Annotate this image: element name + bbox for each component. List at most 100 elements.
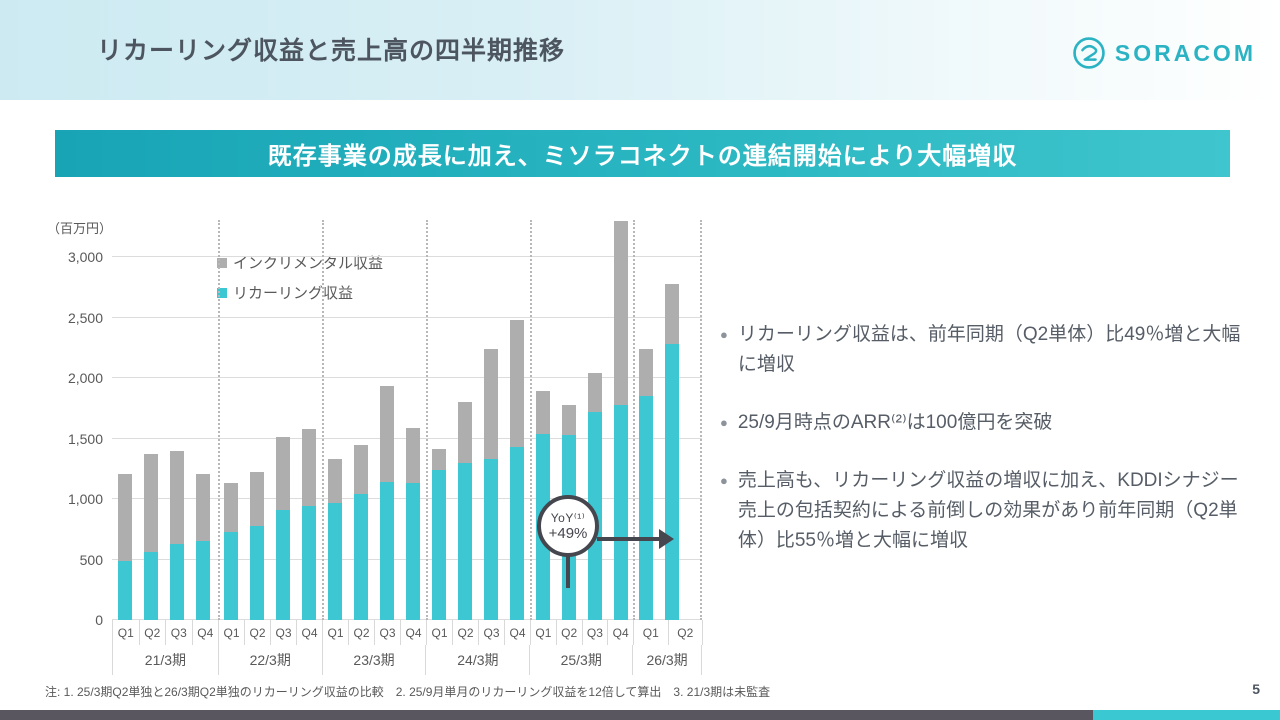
- y-tick-label: 2,000: [67, 370, 103, 386]
- fiscal-year-label: 24/3期: [426, 645, 531, 675]
- bullet-text: 25/9月時点のARR⁽²⁾は100億円を突破: [737, 412, 1053, 433]
- chart-legend: インクリメンタル収益 リカーリング収益: [217, 252, 383, 312]
- bar-segment-recurring: [639, 396, 654, 620]
- bar-segment-recurring: [328, 503, 343, 620]
- gridline: [112, 316, 702, 318]
- bar-segment-incremental: [536, 391, 551, 434]
- y-axis-unit-label: （百万円）: [47, 221, 113, 236]
- bar-segment-incremental: [118, 474, 133, 561]
- y-tick-label: 0: [95, 612, 103, 628]
- bar-segment-recurring: [144, 551, 159, 620]
- quarter-label: Q1: [531, 620, 557, 645]
- header-band: リカーリング収益と売上高の四半期推移 SORACOM: [0, 0, 1280, 100]
- bar-segment-recurring: [380, 482, 395, 620]
- bar-segment-incremental: [196, 474, 211, 542]
- bar-segment-incremental: [484, 348, 499, 460]
- bar-segment-incremental: [276, 437, 291, 510]
- bar-segment-incremental: [432, 449, 447, 470]
- bar-segment-incremental: [614, 220, 629, 405]
- page-title: リカーリング収益と売上高の四半期推移: [97, 37, 566, 65]
- quarter-label-group: Q1 Q2 Q3 Q4: [113, 620, 219, 645]
- annotation-pointer-line: [566, 552, 570, 588]
- quarter-label: Q2: [669, 620, 703, 645]
- bar-segment-recurring: [665, 344, 680, 620]
- quarter-label: Q4: [193, 620, 219, 645]
- quarterly-revenue-chart: （百万円） インクリメンタル収益 リカーリング収益 0 500 1,000 1,500 2…: [45, 210, 715, 678]
- bar-segment-incremental: [562, 404, 577, 435]
- annotation-arrow-head-icon: [659, 529, 674, 549]
- bar-segment-recurring: [484, 459, 499, 620]
- yoy-label: YoY⁽¹⁾: [550, 510, 586, 525]
- fiscal-year-separator: [700, 220, 702, 620]
- bar-segment-recurring: [276, 509, 291, 620]
- bar-segment-incremental: [328, 459, 343, 504]
- bar-segment-incremental: [144, 454, 159, 552]
- quarter-label: Q2: [140, 620, 166, 645]
- bullet-dot-icon: ●: [720, 415, 728, 430]
- legend-label: インクリメンタル収益: [233, 255, 384, 272]
- quarter-label-group: Q1 Q2: [634, 620, 703, 645]
- fiscal-year-separator: [633, 220, 635, 620]
- bottom-strip-gray: [0, 710, 1093, 720]
- bar-segment-recurring: [118, 560, 133, 620]
- fiscal-year-separator: [426, 220, 428, 620]
- quarter-label: Q1: [219, 620, 245, 645]
- bar-segment-recurring: [302, 506, 317, 620]
- fiscal-year-separator: [322, 220, 324, 620]
- bar-segment-incremental: [302, 428, 317, 507]
- y-tick-label: 3,000: [67, 249, 103, 265]
- y-tick-label: 2,500: [67, 309, 103, 326]
- legend-swatch-icon: [217, 287, 227, 298]
- bullet-item: ● 売上高も、リカーリング収益の増収に加え、KDDIシナジー売上の包括契約による前…: [720, 466, 1242, 556]
- plot-area: インクリメンタル収益 リカーリング収益: [112, 220, 702, 620]
- bar-segment-recurring: [170, 544, 185, 620]
- fiscal-year-separator: [530, 220, 532, 620]
- quarter-label: Q1: [634, 620, 669, 645]
- quarter-label: Q2: [245, 620, 271, 645]
- yoy-value: +49%: [548, 524, 588, 542]
- bar-segment-incremental: [665, 283, 680, 345]
- quarter-label-group: Q1 Q2 Q3 Q4: [219, 620, 323, 645]
- bar-segment-recurring: [354, 494, 369, 620]
- bullet-dot-icon: ●: [720, 327, 728, 342]
- gridline: [112, 256, 702, 257]
- fiscal-year-label: 21/3期: [113, 645, 219, 675]
- annotation-arrow-line: [597, 537, 661, 541]
- yoy-annotation-badge: YoY⁽¹⁾ +49%: [537, 495, 599, 557]
- key-message-banner: 既存事業の成長に加え、ミソラコネクトの連結開始により大幅増収: [55, 130, 1230, 177]
- legend-label: リカーリング収益: [233, 285, 354, 302]
- bottom-strip-teal: [1093, 710, 1280, 720]
- fiscal-year-label: 22/3期: [219, 645, 323, 675]
- bar-segment-recurring: [432, 469, 447, 620]
- bar-segment-recurring: [510, 446, 525, 620]
- bullet-dot-icon: ●: [720, 473, 728, 488]
- quarter-label: Q2: [349, 620, 375, 645]
- quarter-label: Q4: [505, 620, 531, 645]
- quarter-label: Q1: [427, 620, 453, 645]
- quarter-label: Q4: [401, 620, 427, 645]
- quarter-label-group: Q1 Q2 Q3 Q4: [531, 620, 634, 645]
- bar-segment-recurring: [406, 483, 421, 620]
- bar-segment-incremental: [510, 319, 525, 447]
- quarter-label-group: Q1 Q2 Q3 Q4: [427, 620, 531, 645]
- x-axis: Q1 Q2 Q3 Q4 Q1 Q2 Q3 Q4 Q1 Q2 Q3 Q4 Q1 Q2 Q3 Q4 Q1 Q2 Q3 Q4…: [112, 620, 703, 675]
- gridline: [112, 377, 702, 378]
- quarter-label: Q4: [608, 620, 634, 645]
- bullet-item: ● 25/9月時点のARR⁽²⁾は100億円を突破: [720, 408, 1242, 438]
- quarter-label: Q1: [113, 620, 140, 645]
- bar-segment-recurring: [250, 525, 265, 620]
- key-message-text: 既存事業の成長に加え、ミソラコネクトの連結開始により大幅増収: [267, 143, 1018, 170]
- bullet-item: ● リカーリング収益は、前年同期（Q2単体）比49％増と大幅に増収: [720, 320, 1242, 380]
- brand-logo: SORACOM: [1072, 36, 1256, 70]
- quarter-label: Q3: [479, 620, 505, 645]
- page-number: 5: [1252, 681, 1260, 697]
- fiscal-year-separator: [218, 220, 220, 620]
- bullet-text: 売上高も、リカーリング収益の増収に加え、KDDIシナジー売上の包括契約による前倒…: [737, 470, 1239, 551]
- quarter-label: Q2: [557, 620, 583, 645]
- legend-swatch-icon: [217, 257, 227, 268]
- fiscal-year-label: 23/3期: [323, 645, 427, 675]
- bar-segment-incremental: [458, 402, 473, 463]
- soracom-logo-icon: [1073, 37, 1105, 69]
- quarter-label: Q2: [453, 620, 479, 645]
